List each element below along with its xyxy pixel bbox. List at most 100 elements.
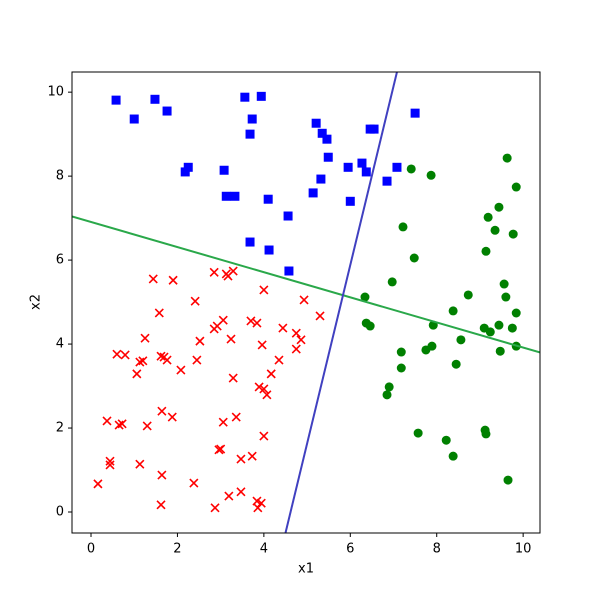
square-point: [183, 162, 193, 172]
circle-point: [406, 164, 416, 174]
y-tick-label: 0: [56, 505, 64, 520]
square-point: [162, 106, 172, 116]
x-tick-label: 6: [346, 542, 354, 557]
circle-point: [481, 246, 491, 256]
x-point: [236, 454, 246, 464]
x-point: [296, 335, 306, 345]
x-point: [226, 334, 236, 344]
x-point: [156, 500, 166, 510]
square-point: [230, 191, 240, 201]
x-point: [117, 419, 127, 429]
x-point: [274, 355, 284, 365]
circle-point: [413, 428, 423, 438]
square-point: [392, 162, 402, 172]
circle-point: [495, 346, 505, 356]
x-point: [154, 308, 164, 318]
x-point: [259, 384, 269, 394]
square-point: [361, 167, 371, 177]
circle-point: [396, 347, 406, 357]
circle-point: [451, 359, 461, 369]
circle-point: [511, 182, 521, 192]
square-point: [283, 211, 293, 221]
x-point: [93, 479, 103, 489]
x-point: [112, 349, 122, 359]
square-point: [221, 191, 231, 201]
y-tick-label: 4: [56, 337, 64, 352]
square-point: [150, 94, 160, 104]
circle-point: [481, 429, 491, 439]
x-point: [218, 417, 228, 427]
x-point: [299, 295, 309, 305]
x-point: [105, 460, 115, 470]
circle-point: [502, 153, 512, 163]
circle-point: [494, 202, 504, 212]
x-point: [266, 369, 276, 379]
x-point: [253, 503, 263, 513]
x-point: [135, 459, 145, 469]
x-point: [259, 285, 269, 295]
square-point: [345, 196, 355, 206]
x-point: [223, 271, 233, 281]
square-point: [323, 152, 333, 162]
square-point: [322, 134, 332, 144]
circle-point: [398, 222, 408, 232]
square-point: [247, 114, 257, 124]
circle-point: [483, 212, 493, 222]
x-point: [167, 412, 177, 422]
x-point: [105, 456, 115, 466]
circle-point: [508, 229, 518, 239]
x-point: [209, 324, 219, 334]
square-point: [180, 167, 190, 177]
x-point: [192, 355, 202, 365]
square-point: [240, 92, 250, 102]
square-point: [264, 245, 274, 255]
square-point: [263, 194, 273, 204]
square-point: [219, 165, 229, 175]
x-point: [291, 344, 301, 354]
x-point: [254, 382, 264, 392]
x-tick-label: 4: [260, 542, 268, 557]
axes-frame: [71, 71, 541, 534]
square-point: [382, 176, 392, 186]
x-point: [157, 406, 167, 416]
circle-point: [387, 277, 397, 287]
circle-point: [360, 292, 370, 302]
x-point: [135, 357, 145, 367]
decision-line: [284, 72, 398, 533]
x-point: [291, 328, 301, 338]
circle-point: [507, 323, 517, 333]
circle-point: [448, 451, 458, 461]
circle-point: [448, 306, 458, 316]
x-point: [224, 491, 234, 501]
x-point: [142, 421, 152, 431]
square-point: [317, 128, 327, 138]
circle-point: [365, 321, 375, 331]
circle-point: [421, 345, 431, 355]
y-axis-label: x2: [29, 294, 44, 310]
circle-point: [490, 225, 500, 235]
square-point: [410, 108, 420, 118]
y-tick-label: 10: [47, 85, 64, 100]
square-point: [129, 114, 139, 124]
x-point: [315, 311, 325, 321]
x-point: [148, 274, 158, 284]
x-point: [257, 340, 267, 350]
circle-point: [396, 363, 406, 373]
circle-point: [494, 320, 504, 330]
x-tick-label: 10: [515, 542, 532, 557]
x-point: [140, 333, 150, 343]
circle-point: [441, 435, 451, 445]
x-point: [262, 390, 272, 400]
x-point: [209, 267, 219, 277]
x-point: [189, 478, 199, 488]
x-point: [159, 352, 169, 362]
square-point: [369, 124, 379, 134]
x-point: [256, 498, 266, 508]
x-point: [228, 373, 238, 383]
x-point: [231, 412, 241, 422]
square-point: [245, 237, 255, 247]
x-tick-label: 2: [173, 542, 181, 557]
circle-point: [511, 308, 521, 318]
x-point: [195, 336, 205, 346]
